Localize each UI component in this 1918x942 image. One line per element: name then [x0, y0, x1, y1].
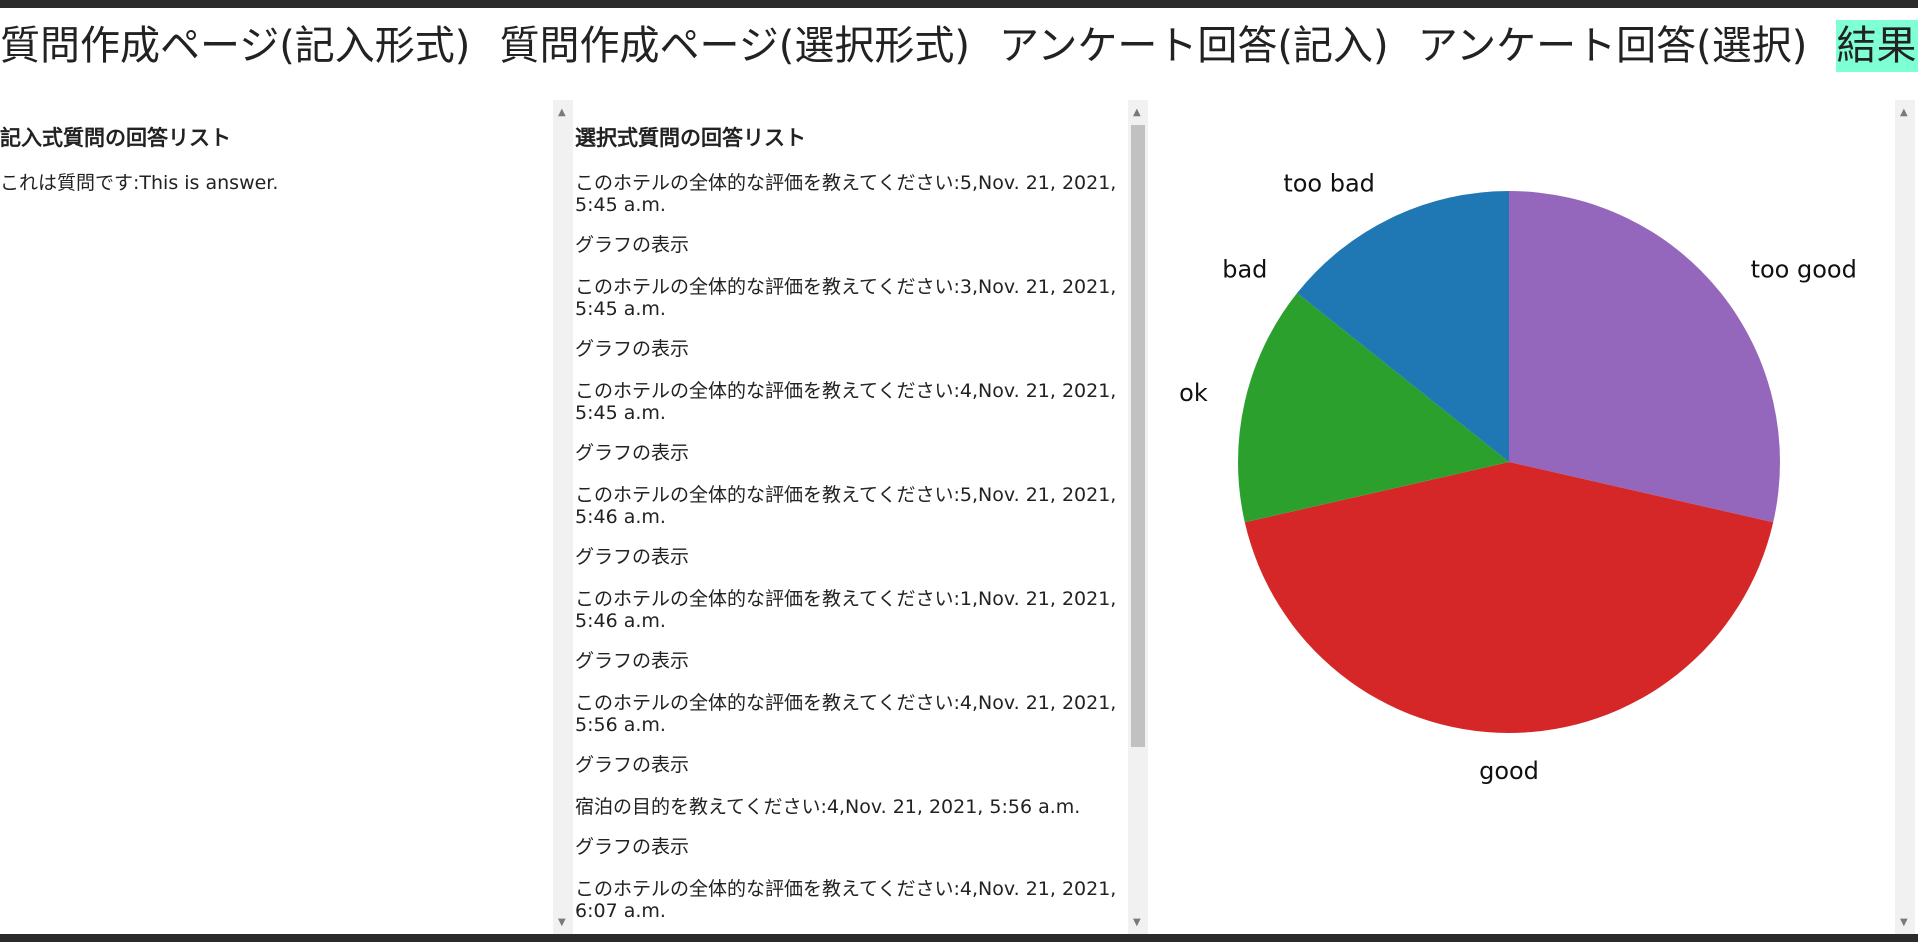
window-bottom-bar [0, 934, 1918, 942]
show-graph-link[interactable]: グラフの表示 [575, 338, 690, 360]
nav-create-choice-question[interactable]: 質問作成ページ(選択形式) [499, 23, 970, 69]
choice-answer-item: このホテルの全体的な評価を教えてください:4,Nov. 21, 2021, 5:… [575, 380, 1117, 424]
pie-slice-too-good [1509, 191, 1780, 523]
choice-answer-item: このホテルの全体的な評価を教えてください:4,Nov. 21, 2021, 6:… [575, 878, 1117, 922]
window-top-bar [0, 0, 1918, 8]
pie-slice-good [1244, 462, 1774, 733]
text-answers-list: これは質問です:This is answer. [0, 172, 553, 194]
pie-slice-ok [1238, 293, 1509, 523]
text-answers-pane[interactable]: 記入式質問の回答リスト これは質問です:This is answer. [0, 100, 553, 934]
pie-label: good [1479, 757, 1539, 785]
nav-create-text-question[interactable]: 質問作成ページ(記入形式) [0, 23, 471, 69]
choice-answer-item: このホテルの全体的な評価を教えてください:5,Nov. 21, 2021, 5:… [575, 484, 1117, 528]
chart-pane: too good good ok bad too bad [1151, 100, 1895, 934]
scroll-up-arrow-icon[interactable]: ▲ [1133, 107, 1141, 118]
show-graph-link[interactable]: グラフの表示 [575, 546, 690, 568]
text-answer-item: これは質問です:This is answer. [0, 172, 279, 194]
scroll-down-arrow-icon[interactable]: ▼ [1133, 917, 1141, 928]
choice-answer-item: 宿泊の目的を教えてください:4,Nov. 21, 2021, 5:56 a.m. [575, 796, 1081, 818]
nav-bar: 質問作成ページ(記入形式) 質問作成ページ(選択形式) アンケート回答(記入) … [0, 20, 1918, 72]
scroll-down-arrow-icon[interactable]: ▼ [558, 917, 566, 928]
choice-answers-heading: 選択式質問の回答リスト [575, 126, 806, 150]
choice-answers-list: このホテルの全体的な評価を教えてください:5,Nov. 21, 2021, 5:… [575, 172, 1127, 934]
scroll-down-arrow-icon[interactable]: ▼ [1900, 917, 1908, 928]
pie-chart: too good good ok bad too bad [1179, 170, 1857, 785]
show-graph-link[interactable]: グラフの表示 [575, 836, 690, 858]
show-graph-link[interactable]: グラフの表示 [575, 754, 690, 776]
choice-answer-item: このホテルの全体的な評価を教えてください:5,Nov. 21, 2021, 5:… [575, 172, 1117, 216]
show-graph-link[interactable]: グラフの表示 [575, 442, 690, 464]
choice-answer-item: このホテルの全体的な評価を教えてください:1,Nov. 21, 2021, 5:… [575, 588, 1117, 632]
choice-answer-item: このホテルの全体的な評価を教えてください:3,Nov. 21, 2021, 5:… [575, 276, 1117, 320]
scrollbar-thumb[interactable] [1131, 125, 1145, 747]
text-pane-scrollbar[interactable]: ▲ ▼ [553, 100, 573, 934]
pie-slice-too-bad [1297, 191, 1509, 462]
nav-answer-choice[interactable]: アンケート回答(選択) [1417, 23, 1808, 69]
choice-answers-pane[interactable]: 選択式質問の回答リスト このホテルの全体的な評価を教えてください:5,Nov. … [575, 100, 1127, 934]
nav-results[interactable]: 結果閲覧 [1836, 20, 1918, 72]
nav-answer-text[interactable]: アンケート回答(記入) [999, 23, 1389, 69]
pie-label: ok [1179, 379, 1208, 407]
choice-answer-item: このホテルの全体的な評価を教えてください:4,Nov. 21, 2021, 5:… [575, 692, 1117, 736]
scroll-up-arrow-icon[interactable]: ▲ [558, 107, 566, 118]
scroll-up-arrow-icon[interactable]: ▲ [1900, 107, 1908, 118]
pie-label: too bad [1283, 170, 1375, 198]
pie-label: too good [1751, 255, 1857, 283]
chart-pane-scrollbar[interactable]: ▲ ▼ [1895, 100, 1915, 934]
pie-label: bad [1222, 255, 1267, 283]
show-graph-link[interactable]: グラフの表示 [575, 234, 690, 256]
choice-pane-scrollbar[interactable]: ▲ ▼ [1128, 100, 1148, 934]
show-graph-link[interactable]: グラフの表示 [575, 650, 690, 672]
text-answers-heading: 記入式質問の回答リスト [0, 126, 231, 150]
